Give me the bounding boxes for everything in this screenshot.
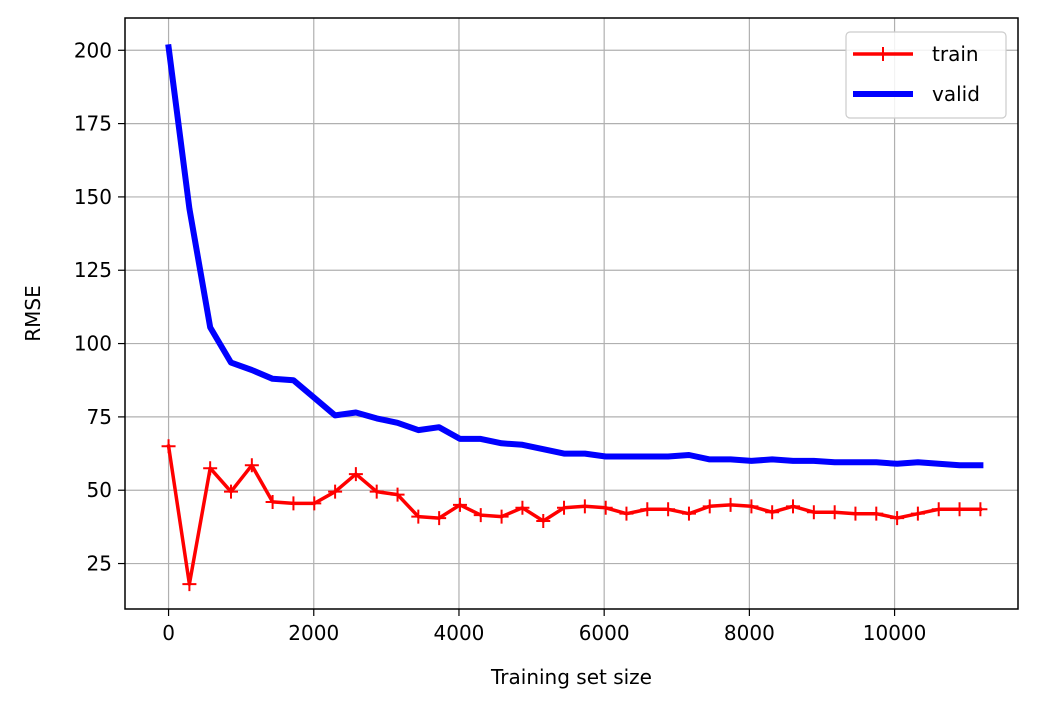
data-point-train — [369, 484, 384, 499]
data-point-train — [619, 506, 634, 521]
y-tick-label: 200 — [74, 38, 112, 62]
data-point-train — [577, 499, 592, 514]
data-point-train — [661, 502, 676, 517]
data-point-train — [536, 514, 551, 529]
series-line-train — [166, 444, 983, 586]
data-point-train — [723, 497, 738, 512]
y-tick-label: 50 — [87, 478, 112, 502]
data-point-train — [786, 499, 801, 514]
data-point-train — [452, 497, 467, 512]
legend-marker-train — [876, 47, 890, 61]
data-point-train — [869, 506, 884, 521]
y-tick-label: 175 — [74, 112, 112, 136]
data-point-train — [182, 577, 197, 592]
data-point-train — [515, 500, 530, 515]
legend-label-train: train — [932, 42, 979, 66]
legend-box — [845, 31, 1007, 119]
y-axis-label: RMSE — [21, 285, 45, 341]
data-point-train — [765, 505, 780, 520]
data-point-train — [744, 499, 759, 514]
data-point-train — [223, 484, 238, 499]
data-point-train — [328, 484, 343, 499]
data-point-train — [494, 509, 509, 524]
data-point-train — [952, 502, 967, 517]
data-point-train — [910, 506, 925, 521]
x-tick-label: 6000 — [579, 621, 630, 645]
series-line-valid — [165, 43, 984, 469]
data-point-train — [557, 500, 572, 515]
grid — [125, 18, 1018, 609]
y-tick-label: 100 — [74, 332, 112, 356]
data-point-train — [286, 496, 301, 511]
data-point-train — [473, 508, 488, 523]
data-point-train — [432, 511, 447, 526]
y-tick-label: 150 — [74, 185, 112, 209]
x-tick-label: 8000 — [724, 621, 775, 645]
plot-area-frame — [124, 17, 1019, 610]
x-tick-label: 4000 — [434, 621, 485, 645]
legend: train valid — [845, 31, 1007, 119]
x-tick-label: 0 — [162, 621, 175, 645]
data-point-train — [265, 494, 280, 509]
y-tick-label: 75 — [87, 405, 112, 429]
data-point-train — [890, 511, 905, 526]
data-point-train — [598, 500, 613, 515]
data-point-train — [203, 461, 218, 476]
data-point-train — [931, 502, 946, 517]
y-tick-label: 125 — [74, 258, 112, 282]
data-point-train — [827, 505, 842, 520]
data-point-train — [702, 499, 717, 514]
plot-series — [161, 43, 988, 592]
data-point-train — [806, 505, 821, 520]
data-point-train — [411, 509, 426, 524]
data-point-train — [244, 458, 259, 473]
data-point-train — [161, 439, 176, 454]
data-point-train — [348, 467, 363, 482]
data-point-train — [390, 487, 405, 502]
x-tick-label: 10000 — [863, 621, 927, 645]
legend-label-valid: valid — [932, 82, 980, 106]
x-tick-label: 2000 — [288, 621, 339, 645]
data-point-train — [973, 502, 988, 517]
data-point-train — [681, 506, 696, 521]
data-point-train — [848, 506, 863, 521]
x-axis-label: Training set size — [490, 665, 652, 689]
y-tick-label: 25 — [87, 552, 112, 576]
data-point-train — [307, 496, 322, 511]
data-point-train — [640, 502, 655, 517]
axis-ticks: 0 2000 4000 6000 8000 10000 25 50 75 100 125 150 175… — [74, 38, 927, 645]
